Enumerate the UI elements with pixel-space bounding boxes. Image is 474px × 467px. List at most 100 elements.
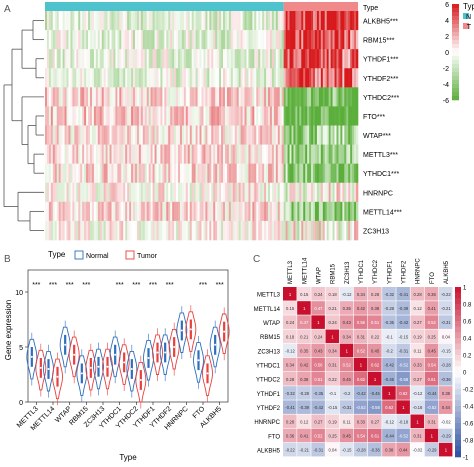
heatmap-cell: [60, 220, 63, 241]
heatmap-cell: [113, 49, 116, 69]
heatmap-cell: [211, 182, 214, 203]
heatmap-cell: [109, 30, 112, 50]
heatmap-cell: [119, 87, 122, 107]
correlation-value: -0.52: [356, 405, 366, 410]
heatmap-cell: [58, 11, 61, 31]
heatmap-cell: [88, 49, 91, 69]
heatmap-cell: [217, 220, 220, 241]
heatmap-cell: [152, 49, 155, 69]
heatmap-cell: [230, 201, 234, 222]
correlation-cell: [396, 372, 410, 386]
heatmap-cell: [189, 163, 193, 184]
heatmap-cell: [152, 68, 155, 88]
heatmap-cell: [78, 87, 81, 107]
heatmap-cell: [328, 106, 331, 126]
heatmap-cell: [209, 68, 212, 88]
heatmap-cell: [273, 182, 277, 203]
heatmap-cell: [213, 30, 216, 50]
heatmap-cell: [322, 144, 326, 164]
heatmap-cell: [258, 30, 261, 50]
correlation-value: -0.02: [413, 448, 423, 453]
heatmap-cell: [289, 201, 292, 222]
heatmap-cell: [268, 49, 271, 69]
heatmap-cell: [268, 125, 271, 145]
heatmap-cell: [101, 182, 104, 203]
heatmap-cell: [45, 163, 48, 184]
heatmap-cell: [223, 106, 226, 126]
heatmap-cell: [277, 220, 281, 241]
heatmap-cell: [223, 144, 226, 164]
heatmap-cell: [123, 87, 126, 107]
heatmap-cell: [256, 11, 259, 31]
color-scale-segment: [452, 76, 459, 81]
color-scale-segment: [452, 64, 459, 69]
correlation-cell: [424, 343, 439, 358]
color-scale-segment: [455, 400, 461, 407]
heatmap-cell: [146, 220, 149, 241]
heatmap-cell: [246, 144, 249, 164]
correlation-cell: [382, 329, 396, 344]
heatmap-cell: [254, 30, 257, 50]
heatmap-cell: [340, 125, 343, 145]
heatmap-cell: [283, 182, 286, 203]
heatmap-cell: [283, 125, 286, 145]
heatmap-cell: [183, 106, 187, 126]
heatmap-cell: [133, 11, 136, 31]
correlation-value: 0.51: [314, 377, 323, 382]
heatmap-cell: [269, 49, 273, 69]
heatmap-cell: [240, 220, 243, 241]
heatmap-cell: [80, 144, 83, 164]
heatmap-cell: [97, 11, 101, 31]
heatmap-cell: [350, 163, 353, 184]
heatmap-cell: [203, 106, 206, 126]
heatmap-cell: [197, 30, 200, 50]
heatmap-cell: [125, 106, 128, 126]
heatmap-cell: [54, 125, 58, 145]
heatmap-cell: [129, 106, 132, 126]
heatmap-cell: [162, 87, 165, 107]
correlation-cell: [325, 414, 340, 429]
heatmap-cell: [131, 125, 134, 145]
heatmap-cell: [271, 125, 275, 145]
heatmap-cell: [195, 106, 198, 126]
heatmap-cell: [332, 87, 335, 107]
heatmap-cell: [307, 11, 310, 31]
correlation-cell: [368, 315, 382, 329]
heatmap-cell: [64, 182, 67, 203]
heatmap-cell: [297, 220, 300, 241]
color-scale-segment: [452, 52, 459, 57]
heatmap-cell: [115, 106, 118, 126]
heatmap-cell: [221, 11, 224, 31]
heatmap-cell: [195, 201, 198, 222]
heatmap-cell: [219, 30, 222, 50]
heatmap-cell: [332, 144, 335, 164]
heatmap-cell: [52, 125, 56, 145]
heatmap-cell: [246, 68, 249, 88]
heatmap-cell: [314, 163, 318, 184]
heatmap-cell: [299, 220, 302, 241]
correlation-value: 0.52: [357, 348, 366, 353]
heatmap-cell: [46, 11, 50, 31]
heatmap-cell: [193, 87, 196, 107]
heatmap-cell: [134, 125, 138, 145]
correlation-value: -0.52: [427, 405, 437, 410]
heatmap-cell: [266, 30, 269, 50]
heatmap-cell: [311, 201, 314, 222]
heatmap-cell: [50, 125, 54, 145]
heatmap-cell: [213, 11, 216, 31]
correlation-value: 0.19: [329, 419, 338, 424]
color-scale-tick: 0.8: [463, 303, 472, 309]
heatmap-cell: [332, 220, 335, 241]
heatmap-cell: [129, 220, 132, 241]
correlation-cell: [368, 428, 382, 443]
heatmap-cell: [219, 201, 222, 222]
heatmap-cell: [164, 11, 167, 31]
color-scale-tick: -0.8: [463, 439, 474, 445]
heatmap-cell: [209, 125, 212, 145]
heatmap-cell: [45, 87, 48, 107]
heatmap-cell: [148, 11, 151, 31]
heatmap-cell: [164, 30, 167, 50]
heatmap-cell: [93, 182, 97, 203]
heatmap-cell: [318, 30, 322, 50]
